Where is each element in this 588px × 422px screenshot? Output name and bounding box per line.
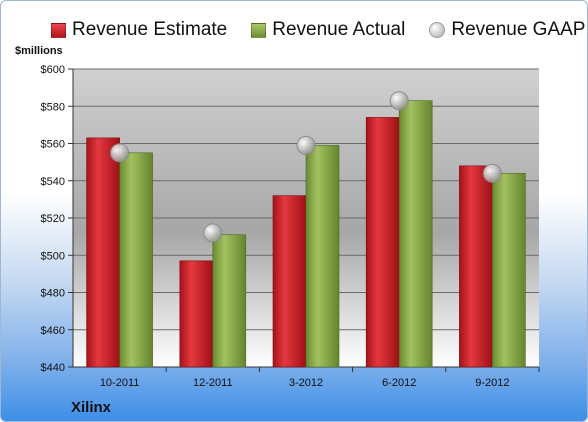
- y-tick-label: $440: [41, 362, 65, 374]
- legend-label-actual: Revenue Actual: [272, 19, 406, 40]
- y-tick-label: $480: [41, 288, 65, 300]
- legend-swatch-gaap: [429, 22, 446, 38]
- bar-revenue-actual: [492, 173, 526, 368]
- bar-revenue-estimate: [459, 165, 493, 368]
- company-name: Xilinx: [71, 399, 112, 416]
- point-revenue-gaap: [110, 143, 130, 163]
- x-tick-label: 9-2012: [475, 377, 509, 389]
- legend-swatch-actual: [251, 22, 267, 38]
- y-tick-label: $460: [41, 325, 65, 337]
- x-tick-label: 6-2012: [382, 377, 416, 389]
- y-tick-label: $520: [41, 213, 65, 225]
- y-tick-label: $560: [41, 139, 65, 151]
- y-tick-label: $540: [41, 176, 65, 188]
- point-revenue-gaap: [482, 163, 502, 183]
- bar-revenue-estimate: [179, 260, 214, 368]
- point-revenue-gaap: [203, 223, 223, 243]
- plot-area: $440 $460 $480 $500 $520 $540 $560 $580 $600 10-2…: [41, 64, 540, 389]
- bar-revenue-actual: [398, 100, 433, 368]
- bar-revenue-actual: [212, 234, 247, 368]
- point-revenue-gaap: [389, 91, 409, 111]
- x-tick-label: 12-2011: [193, 377, 233, 389]
- bar-revenue-estimate: [365, 117, 400, 368]
- legend-label-gaap: Revenue GAAP: [451, 19, 586, 40]
- legend-swatch-estimate: [51, 22, 66, 38]
- point-revenue-gaap: [296, 135, 316, 155]
- y-tick-label: $580: [41, 101, 65, 113]
- y-tick-label: $600: [41, 64, 65, 76]
- bar-revenue-actual: [119, 152, 153, 368]
- legend-entry-estimate: Revenue Estimate: [51, 19, 227, 41]
- y-axis-unit-label: $millions: [15, 45, 63, 57]
- legend: Revenue Estimate Revenue Actual Revenue …: [51, 17, 587, 43]
- bar-revenue-estimate: [272, 195, 307, 368]
- x-tick-label: 10-2011: [100, 377, 140, 389]
- y-tick-label: $500: [41, 250, 65, 262]
- legend-entry-gaap: Revenue GAAP: [429, 19, 585, 41]
- bar-revenue-actual: [305, 145, 340, 368]
- legend-label-estimate: Revenue Estimate: [72, 19, 228, 40]
- legend-entry-actual: Revenue Actual: [251, 19, 405, 41]
- x-tick-label: 3-2012: [289, 377, 323, 389]
- bar-revenue-estimate: [86, 137, 120, 368]
